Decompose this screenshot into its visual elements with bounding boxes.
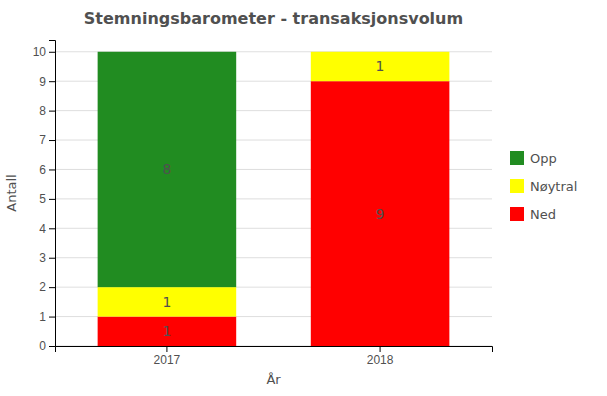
y-tick-mark <box>49 52 55 53</box>
x-tick: 2017 <box>154 346 181 367</box>
y-tick-mark <box>49 81 55 82</box>
x-axis-title: År <box>266 372 281 387</box>
data-label: 1 <box>376 58 385 74</box>
bar <box>311 51 450 52</box>
plot: 2017 2018 0 1 2 3 4 5 6 7 8 9 10 1 9 1 1 8 <box>33 41 493 367</box>
data-label: 8 <box>162 161 171 177</box>
grid <box>55 52 492 346</box>
y-axis-title: Antall <box>4 174 19 211</box>
y-tick: 6 <box>39 163 55 177</box>
y-tick-label: 9 <box>39 75 46 89</box>
y-tick: 1 <box>39 310 55 324</box>
y-tick-label: 8 <box>39 104 46 118</box>
y-tick-mark <box>49 287 55 288</box>
y-tick: 5 <box>39 192 55 206</box>
y-tick-label: 0 <box>39 339 46 353</box>
legend-item: Nøytral <box>510 179 577 194</box>
y-tick: 2 <box>39 280 55 294</box>
legend-label: Nøytral <box>530 179 577 194</box>
bar <box>311 81 450 346</box>
y-tick-label: 3 <box>39 251 46 265</box>
y-tick: 7 <box>39 133 55 147</box>
legend-swatch <box>510 179 524 193</box>
data-label: 1 <box>162 323 171 339</box>
legend-item: Ned <box>510 207 556 222</box>
bars <box>98 52 450 346</box>
y-tick-mark <box>49 111 55 112</box>
y-axis-line <box>49 41 56 347</box>
bar <box>98 287 237 316</box>
x-tick-label: 2018 <box>367 353 394 367</box>
x-tick-mark <box>166 346 167 352</box>
chart: 2017 2018 0 1 2 3 4 5 6 7 8 9 10 1 9 1 1 8 Stemningsbarome… <box>0 0 607 396</box>
y-tick-label: 5 <box>39 192 46 206</box>
legend: Opp Nøytral Ned <box>510 151 577 222</box>
y-tick-mark <box>49 346 55 347</box>
y-tick: 9 <box>39 75 55 89</box>
legend-label: Ned <box>530 207 556 222</box>
data-labels: 1 9 1 1 8 <box>162 58 384 339</box>
data-label: 1 <box>162 294 171 310</box>
y-tick-label: 7 <box>39 133 46 147</box>
y-tick-mark <box>49 140 55 141</box>
data-label: 9 <box>376 206 385 222</box>
x-axis: 2017 2018 <box>56 346 493 367</box>
y-tick-label: 6 <box>39 163 46 177</box>
y-tick-label: 2 <box>39 280 46 294</box>
y-tick-mark <box>49 199 55 200</box>
y-tick: 3 <box>39 251 55 265</box>
y-tick-mark <box>49 169 55 170</box>
y-tick-mark <box>49 228 55 229</box>
y-tick: 10 <box>33 45 55 59</box>
legend-item: Opp <box>510 151 557 166</box>
y-tick: 4 <box>39 222 55 236</box>
x-tick: 2018 <box>367 346 394 367</box>
x-axis-line <box>56 347 493 353</box>
bar <box>311 52 450 81</box>
y-tick-label: 1 <box>39 310 46 324</box>
y-tick: 0 <box>39 339 55 353</box>
y-tick-mark <box>49 258 55 259</box>
bar <box>98 52 237 287</box>
y-tick-mark <box>49 317 55 318</box>
bar <box>98 317 237 346</box>
y-axis: 0 1 2 3 4 5 6 7 8 9 10 <box>33 41 56 354</box>
legend-swatch <box>510 207 524 221</box>
y-tick: 8 <box>39 104 55 118</box>
x-tick-label: 2017 <box>154 353 181 367</box>
y-tick-label: 4 <box>39 222 46 236</box>
x-tick-mark <box>380 346 381 352</box>
legend-label: Opp <box>530 151 557 166</box>
y-tick-label: 10 <box>33 45 47 59</box>
legend-swatch <box>510 151 524 165</box>
title: Stemningsbarometer - transaksjonsvolum <box>84 9 463 28</box>
